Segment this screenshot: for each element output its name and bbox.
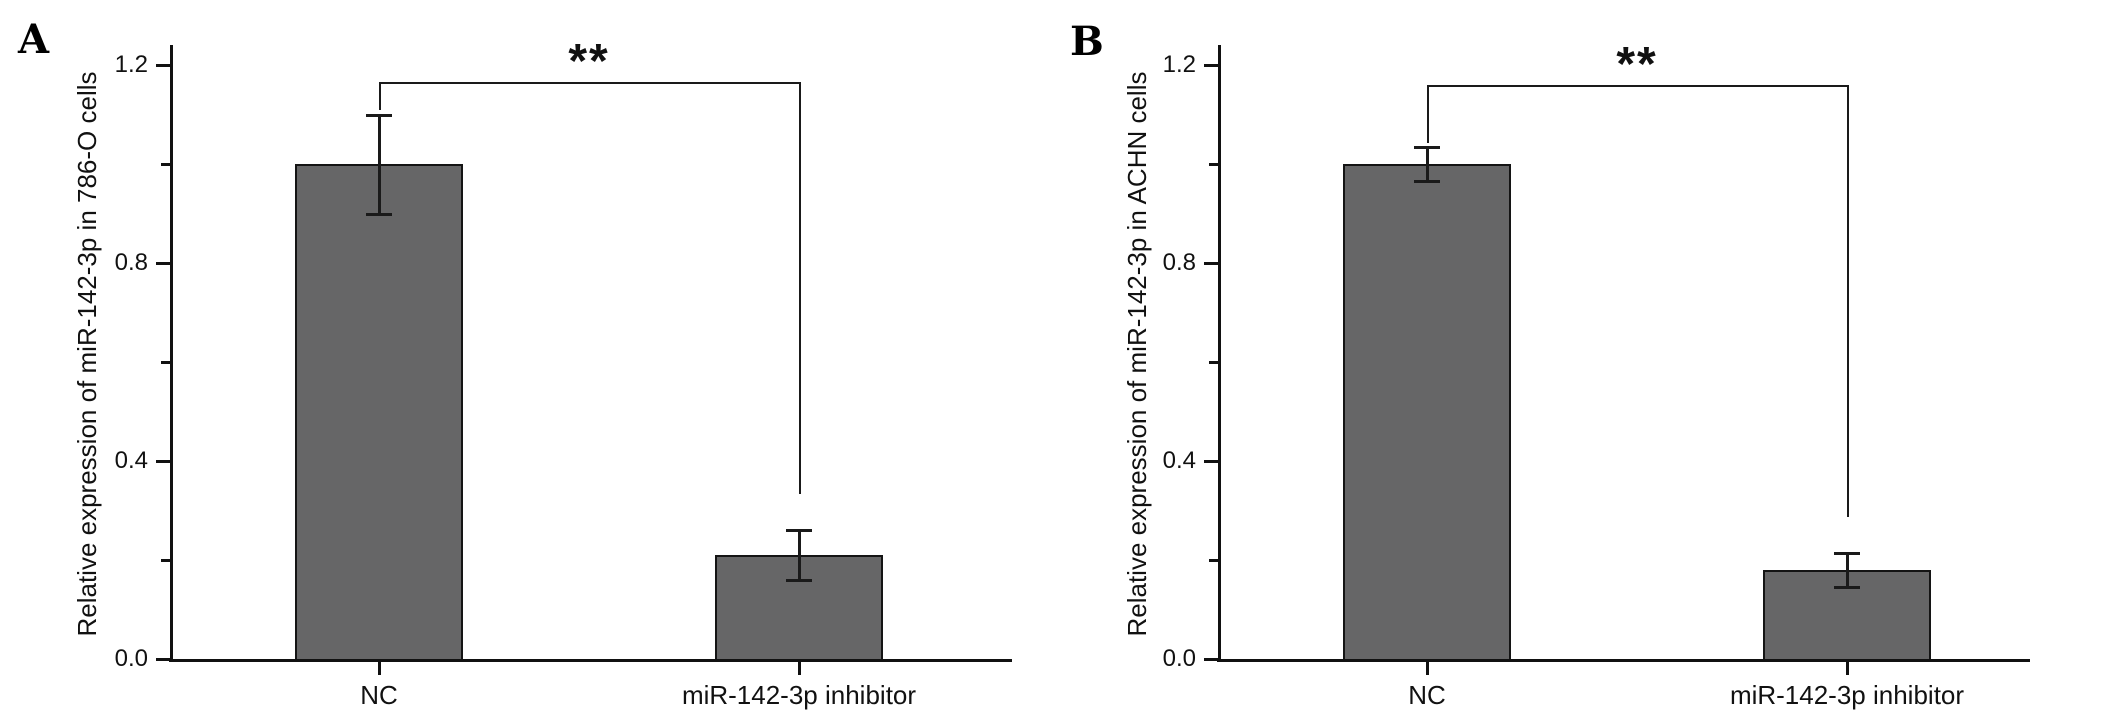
error-bar-cap-top	[1414, 145, 1440, 149]
error-bar-cap-bottom	[366, 212, 392, 216]
significance-asterisks: **	[1616, 37, 1658, 91]
y-minor-tick	[1209, 361, 1218, 364]
x-category-label: miR-142-3p inhibitor	[1729, 680, 1965, 710]
y-major-tick	[156, 658, 170, 661]
y-axis-title-a: Relative expression of miR-142-3p in 786…	[72, 71, 102, 637]
error-bar-cap-bottom	[786, 578, 812, 582]
bar-nc	[295, 164, 463, 659]
y-tick-label: 1.2	[114, 51, 148, 78]
x-tick	[377, 662, 381, 675]
y-minor-tick	[1209, 163, 1218, 166]
y-minor-tick	[161, 361, 170, 364]
y-tick-label: 0.0	[114, 645, 148, 672]
x-category-label: NC	[360, 680, 398, 710]
panel-letter-b: B	[1070, 18, 1104, 65]
sig-bracket-right-leg	[799, 82, 801, 495]
error-bar-line	[797, 530, 801, 580]
error-bar-cap-bottom	[1834, 586, 1860, 590]
x-category-label: NC	[1408, 680, 1446, 710]
y-tick-label: 0.8	[114, 249, 148, 276]
error-bar-cap-bottom	[1414, 180, 1440, 184]
error-bar-line	[377, 114, 381, 214]
y-tick-label: 0.8	[1162, 249, 1196, 276]
x-tick	[1845, 662, 1849, 675]
sig-bracket-horizontal	[1427, 84, 1849, 87]
x-axis	[1217, 659, 2030, 662]
sig-bracket-left-leg	[379, 82, 381, 111]
bar-nc	[1343, 164, 1511, 659]
y-major-tick	[1204, 64, 1218, 67]
x-tick	[1425, 662, 1429, 675]
y-axis-title-b: Relative expression of miR-142-3p in ACH…	[1122, 71, 1152, 637]
y-major-tick	[1204, 262, 1218, 265]
sig-bracket-right-leg	[1847, 84, 1849, 517]
y-major-tick	[156, 460, 170, 463]
sig-bracket-horizontal	[379, 82, 801, 85]
error-bar-cap-top	[786, 529, 812, 533]
significance-asterisks: **	[568, 35, 610, 89]
y-major-tick	[156, 64, 170, 67]
error-bar-line	[1425, 146, 1429, 182]
error-bar-line	[1845, 552, 1849, 588]
y-tick-label: 0.4	[1162, 447, 1196, 474]
y-axis	[1218, 45, 1221, 662]
sig-bracket-left-leg	[1427, 84, 1429, 143]
y-minor-tick	[161, 559, 170, 562]
x-category-label: miR-142-3p inhibitor	[681, 680, 917, 710]
y-tick-label: 0.0	[1162, 645, 1196, 672]
panel-letter-a: A	[18, 16, 50, 63]
error-bar-cap-top	[366, 113, 392, 117]
y-tick-label: 1.2	[1162, 51, 1196, 78]
bar-inhibitor	[715, 555, 883, 659]
error-bar-cap-top	[1834, 551, 1860, 555]
y-major-tick	[1204, 460, 1218, 463]
y-tick-label: 0.4	[114, 447, 148, 474]
y-major-tick	[156, 262, 170, 265]
x-tick	[797, 662, 801, 675]
y-axis	[170, 45, 173, 662]
y-minor-tick	[1209, 559, 1218, 562]
y-minor-tick	[161, 163, 170, 166]
y-major-tick	[1204, 658, 1218, 661]
bar-inhibitor	[1763, 569, 1931, 659]
x-axis	[169, 659, 1012, 662]
